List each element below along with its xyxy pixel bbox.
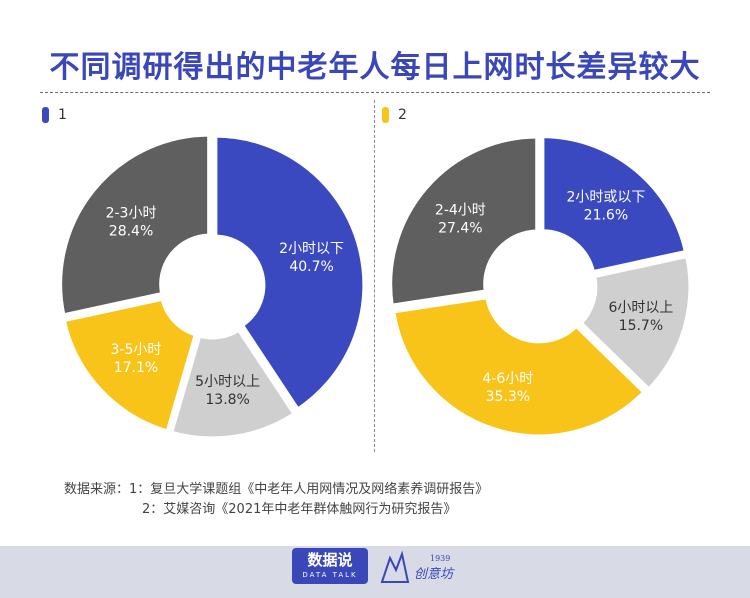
- donut-2-slice-3-label: 4-6小时: [482, 371, 533, 387]
- source-line-2: 2：艾媒咨询《2021年中老年群体触网行为研究报告》: [142, 502, 457, 517]
- donut-1-slice-3-label: 3-5小时: [111, 342, 162, 358]
- partner-mountain-icon: [380, 550, 410, 583]
- donut-1-slice-1-label: 2小时以下: [279, 241, 344, 257]
- donut-2-slice-2-label: 6小时以上: [608, 300, 673, 316]
- donut-1-slice-2-label: 5小时以上: [195, 374, 260, 390]
- source-note: 数据来源：1：复旦大学课题组《中老年人用网情况及网络素养调研报告》 2：艾媒咨询…: [64, 480, 488, 520]
- brand-logo: 数据说 DATA TALK: [292, 548, 368, 584]
- legend-1-swatch: [42, 107, 49, 123]
- donut-2-slice-4-value: 27.4%: [438, 221, 482, 237]
- partner-logo: 1939 创意坊: [380, 550, 455, 583]
- donut-2-slice-1-value: 21.6%: [584, 207, 628, 223]
- legend-2-swatch: [382, 107, 389, 123]
- title-divider: [40, 92, 710, 93]
- donut-2-slice-1-label: 2小时或以下: [566, 189, 645, 205]
- partner-year: 1939: [430, 554, 450, 563]
- legend-2-label: 2: [398, 107, 407, 123]
- donut-2-slice-4: [387, 133, 541, 309]
- partner-name: 创意坊: [414, 566, 455, 582]
- donut-1-slice-2-value: 13.8%: [205, 392, 249, 408]
- donut-2-slice-2: [577, 252, 694, 393]
- donut-2-slice-2-value: 15.7%: [619, 318, 663, 334]
- donut-2-slice-3: [390, 294, 648, 440]
- legend-1-label: 1: [58, 107, 67, 123]
- chart-divider: [374, 100, 375, 452]
- donut-2-slice-1: [539, 133, 690, 276]
- donut-2-slice-3-value: 35.3%: [486, 389, 530, 405]
- footer-band: [0, 546, 750, 598]
- page-title: 不同调研得出的中老年人每日上网时长差异较大: [49, 50, 701, 85]
- brand-tagline: DATA TALK: [302, 571, 358, 579]
- brand-name: 数据说: [307, 551, 353, 569]
- donut-1-slice-4: [57, 131, 213, 319]
- donut-2-slice-4-label: 2-4小时: [435, 203, 486, 219]
- donut-charts: 2小时以下 40.7% 5小时以上 13.8% 3-5小时 17.1% 2-3小时 28.4%…: [57, 131, 694, 442]
- donut-1-slice-3-value: 17.1%: [114, 360, 158, 376]
- donut-1-slice-2: [168, 326, 298, 442]
- legend-2: 2: [382, 107, 407, 123]
- source-line-1: 数据来源：1：复旦大学课题组《中老年人用网情况及网络素养调研报告》: [64, 482, 489, 497]
- donut-1-slice-1-value: 40.7%: [289, 259, 333, 275]
- legend-1: 1: [42, 107, 67, 123]
- donut-1-slice-3: [60, 295, 199, 435]
- donut-1-slice-4-label: 2-3小时: [106, 206, 157, 222]
- donut-1-slice-4-value: 28.4%: [109, 224, 153, 240]
- donut-1-slice-1: [212, 132, 368, 413]
